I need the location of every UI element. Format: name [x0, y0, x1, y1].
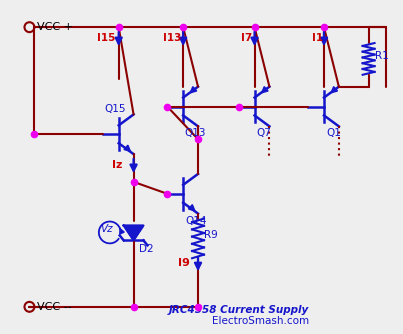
Text: VCC +: VCC +	[37, 22, 73, 32]
Text: I1: I1	[312, 33, 323, 43]
Text: Q14: Q14	[185, 215, 207, 225]
Text: I7: I7	[241, 33, 252, 43]
Text: Vz: Vz	[100, 224, 112, 234]
Text: Q15: Q15	[105, 105, 126, 115]
Text: R9: R9	[204, 230, 218, 240]
Text: Q1: Q1	[326, 128, 341, 138]
Text: Q13: Q13	[184, 128, 206, 138]
Text: I15: I15	[97, 33, 115, 43]
Text: D2: D2	[139, 244, 153, 254]
Text: ElectroSmash.com: ElectroSmash.com	[212, 316, 309, 326]
Text: I13: I13	[163, 33, 182, 43]
Polygon shape	[124, 225, 143, 240]
Text: VCC --: VCC --	[37, 302, 72, 312]
Text: JRC4558 Current Supply: JRC4558 Current Supply	[169, 305, 309, 315]
Text: Q7: Q7	[257, 128, 271, 138]
Text: Iz: Iz	[112, 160, 122, 170]
Text: I9: I9	[178, 258, 190, 268]
Text: R1: R1	[374, 51, 388, 61]
